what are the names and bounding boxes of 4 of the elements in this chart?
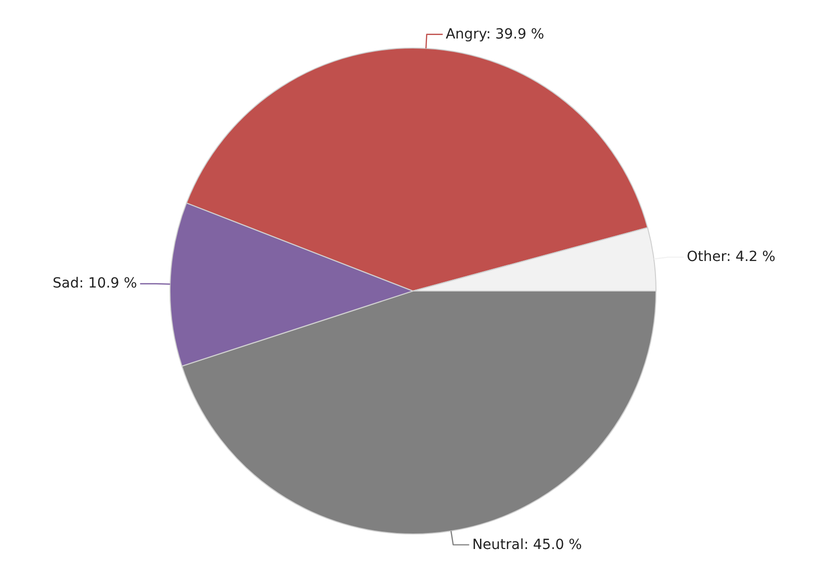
- slice-label: Angry: 39.9 %: [446, 26, 544, 42]
- slice-label: Other: 4.2 %: [686, 249, 776, 266]
- slice-label: Sad: 10.9 %: [52, 276, 138, 292]
- slice-label: Neutral: 45.0 %: [472, 536, 582, 553]
